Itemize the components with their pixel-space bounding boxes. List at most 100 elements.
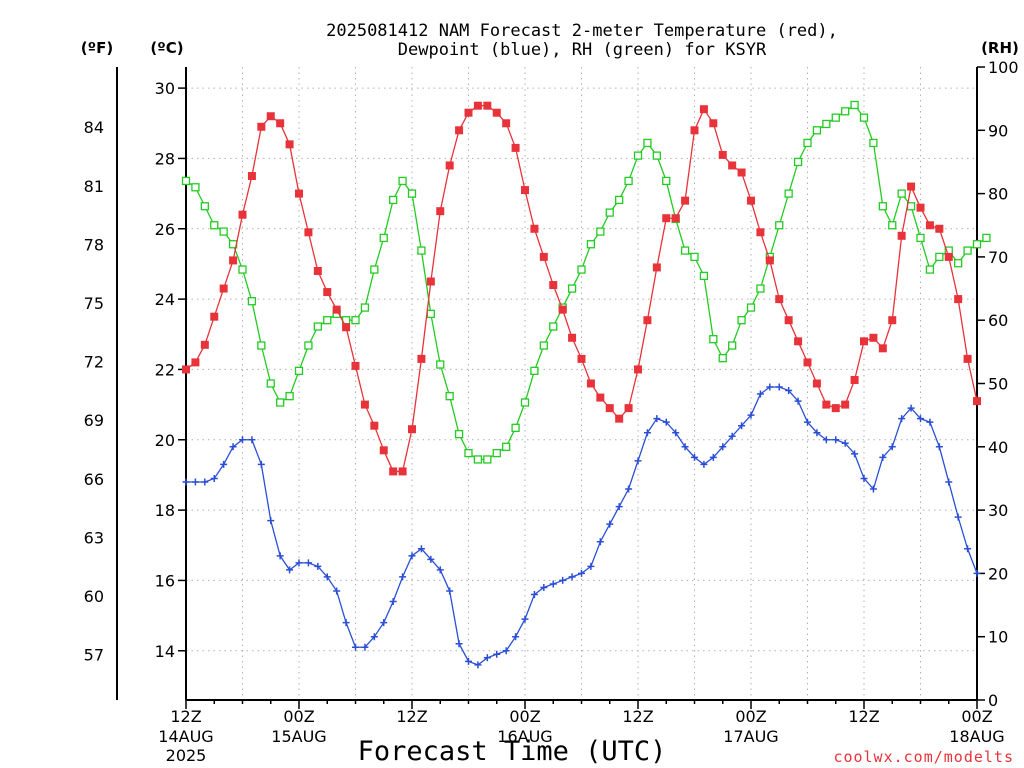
- year-tick-label: 2025: [166, 746, 207, 765]
- temperature-point: [586, 379, 595, 388]
- temperature-point: [426, 277, 435, 286]
- celsius-tick-label: 20: [155, 431, 175, 450]
- rh-point: [511, 423, 520, 432]
- date-tick-label: 17AUG: [723, 727, 778, 746]
- dewpoint-point: [361, 643, 369, 651]
- temperature-point: [379, 446, 388, 455]
- rh-point: [605, 208, 614, 217]
- dewpoint-point: [945, 478, 953, 486]
- fahrenheit-tick-label: 84: [84, 118, 104, 137]
- temperature-point: [304, 228, 313, 237]
- temperature-point: [521, 186, 529, 195]
- rh-point: [859, 113, 869, 122]
- dewpoint-point: [756, 390, 764, 398]
- dewpoint-point: [408, 552, 416, 560]
- rh-point: [718, 354, 727, 363]
- dewpoint-point: [465, 657, 472, 665]
- temperature-point: [747, 196, 755, 205]
- dewpoint-point: [502, 647, 510, 655]
- rh-point: [963, 246, 972, 255]
- temperature-point: [662, 214, 671, 223]
- rh-point: [615, 195, 624, 205]
- temperature-point: [473, 101, 482, 110]
- dewpoint-point: [436, 566, 444, 574]
- temperature-point: [455, 126, 464, 135]
- rh-point: [954, 259, 963, 268]
- temperature-point: [973, 397, 981, 406]
- temperature-point: [615, 414, 624, 423]
- dewpoint-point: [625, 485, 633, 493]
- dewpoint-point: [794, 397, 802, 405]
- temperature-point: [351, 361, 360, 370]
- rh-point: [549, 322, 558, 331]
- rh-point: [596, 227, 605, 236]
- dewpoint-point: [521, 615, 529, 623]
- rh-point: [633, 151, 643, 160]
- rh-tick-label: 0: [988, 691, 998, 710]
- temperature-point: [464, 108, 473, 117]
- rh-point: [784, 189, 793, 198]
- axes: [116, 67, 978, 701]
- rh-point: [492, 448, 501, 458]
- time-tick-label: 00Z: [283, 707, 314, 726]
- dewpoint-point: [182, 478, 190, 486]
- rh-point: [370, 265, 379, 274]
- temperature-point: [229, 256, 238, 265]
- temperature-point: [794, 337, 803, 346]
- dewpoint-point: [304, 559, 312, 567]
- dewpoint-point: [860, 474, 868, 482]
- dewpoint-point: [512, 633, 520, 641]
- temperature-point: [737, 168, 746, 177]
- dewpoint-point: [813, 429, 821, 437]
- date-tick-label: 16AUG: [497, 727, 552, 746]
- rh-point: [257, 341, 266, 350]
- dewpoint-point: [389, 598, 397, 606]
- rh-point: [539, 341, 548, 350]
- dewpoint-point: [964, 545, 972, 553]
- dewpoint-point: [851, 450, 859, 458]
- temperature-point: [803, 358, 812, 367]
- dewpoint-point: [785, 387, 793, 395]
- dewpoint-point: [879, 453, 887, 461]
- temperature-point: [690, 126, 699, 135]
- rh-point: [652, 151, 661, 160]
- rh-point: [436, 360, 445, 369]
- dewpoint-point: [888, 443, 896, 451]
- rh-point: [360, 303, 370, 312]
- time-tick-label: 00Z: [961, 707, 992, 726]
- rh-point: [379, 233, 388, 243]
- temperature-point: [568, 333, 577, 342]
- temperature-point: [860, 337, 868, 346]
- celsius-tick-label: 24: [155, 290, 175, 309]
- rh-point: [925, 265, 935, 274]
- dewpoint-point: [549, 580, 557, 588]
- temperature-point: [718, 150, 727, 159]
- fahrenheit-tick-label: 66: [84, 470, 104, 489]
- temperature-point: [200, 340, 209, 349]
- time-tick-label: 12Z: [622, 707, 653, 726]
- rh-point: [775, 221, 784, 230]
- temperature-point: [935, 224, 944, 233]
- dewpoint-point: [474, 661, 482, 669]
- temperature-point: [219, 284, 228, 293]
- rh-tick-label: 100: [988, 58, 1019, 77]
- temperature-point: [784, 316, 793, 325]
- dewpoint-point: [380, 619, 388, 627]
- dewpoint-point: [841, 439, 849, 447]
- rh-tick-label: 20: [988, 564, 1008, 583]
- temperature-point: [812, 379, 821, 388]
- rh-point: [407, 189, 417, 198]
- date-tick-label: 14AUG: [158, 727, 213, 746]
- temperature-point: [445, 161, 454, 170]
- rh-point: [473, 455, 483, 464]
- dewpoint-point: [286, 566, 294, 574]
- time-tick-label: 12Z: [170, 707, 201, 726]
- celsius-tick-label: 18: [155, 501, 175, 520]
- temperature-point: [210, 312, 219, 321]
- rh-point: [624, 176, 633, 186]
- dewpoint-point: [662, 418, 670, 426]
- rh-point: [878, 202, 887, 211]
- dewpoint-point: [248, 436, 256, 444]
- dewpoint-point: [229, 443, 237, 451]
- credit-text: coolwx.com/modelts: [833, 748, 1014, 766]
